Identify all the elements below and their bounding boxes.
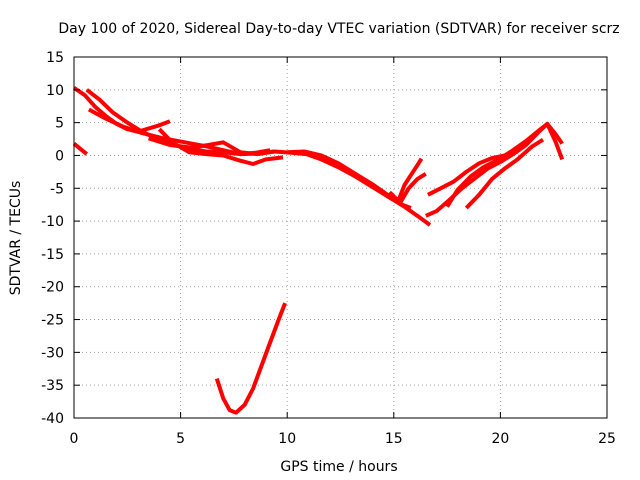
y-tick-label: -10 bbox=[41, 214, 64, 230]
series-arc-8 bbox=[396, 157, 424, 203]
series-arc-14 bbox=[214, 302, 287, 415]
tick-layer: 0 5 10 15 20 25 15 10 5 0 -5 -10 -15 -20 -25 -30 -35 -40 bbox=[41, 50, 616, 447]
x-tick-label: 20 bbox=[491, 431, 509, 447]
y-tick-label: -35 bbox=[41, 378, 64, 394]
y-tick-label: -5 bbox=[50, 181, 64, 197]
series-arc-6 bbox=[148, 136, 275, 157]
series-arc-1 bbox=[72, 142, 89, 156]
series-arc-9 bbox=[388, 172, 427, 205]
series-arc-13 bbox=[426, 149, 519, 197]
y-tick-label: -15 bbox=[41, 247, 64, 263]
chart-title: Day 100 of 2020, Sidereal Day-to-day VTE… bbox=[58, 21, 619, 37]
y-tick-label: 0 bbox=[55, 148, 64, 164]
x-tick-label: 25 bbox=[598, 431, 616, 447]
x-tick-label: 5 bbox=[176, 431, 185, 447]
y-tick-label: -25 bbox=[41, 313, 64, 329]
y-tick-label: -40 bbox=[41, 411, 64, 427]
y-tick-label: -30 bbox=[41, 345, 64, 361]
series-arc-12 bbox=[464, 138, 545, 210]
series-layer bbox=[72, 86, 565, 415]
x-axis-label: GPS time / hours bbox=[280, 459, 397, 475]
x-tick-label: 10 bbox=[278, 431, 296, 447]
x-tick-label: 0 bbox=[70, 431, 79, 447]
plot-frame bbox=[73, 56, 608, 419]
y-axis-label: SDTVAR / TECUs bbox=[8, 181, 24, 296]
y-tick-label: 10 bbox=[46, 83, 64, 99]
x-tick-label: 15 bbox=[385, 431, 403, 447]
y-tick-label: 15 bbox=[46, 50, 64, 66]
grid-layer bbox=[74, 57, 607, 418]
y-tick-label: 5 bbox=[55, 116, 64, 132]
y-tick-label: -20 bbox=[41, 280, 64, 296]
